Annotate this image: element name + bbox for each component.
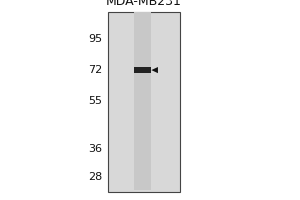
Bar bbox=[134, 67, 151, 73]
Text: MDA-MB231: MDA-MB231 bbox=[106, 0, 182, 8]
Bar bbox=[108, 12, 180, 192]
Text: 28: 28 bbox=[88, 172, 102, 182]
Text: 95: 95 bbox=[88, 34, 102, 44]
Bar bbox=[134, 12, 151, 190]
Text: 36: 36 bbox=[88, 144, 102, 154]
Text: 55: 55 bbox=[88, 96, 102, 106]
Polygon shape bbox=[152, 67, 158, 73]
Text: 72: 72 bbox=[88, 65, 102, 75]
